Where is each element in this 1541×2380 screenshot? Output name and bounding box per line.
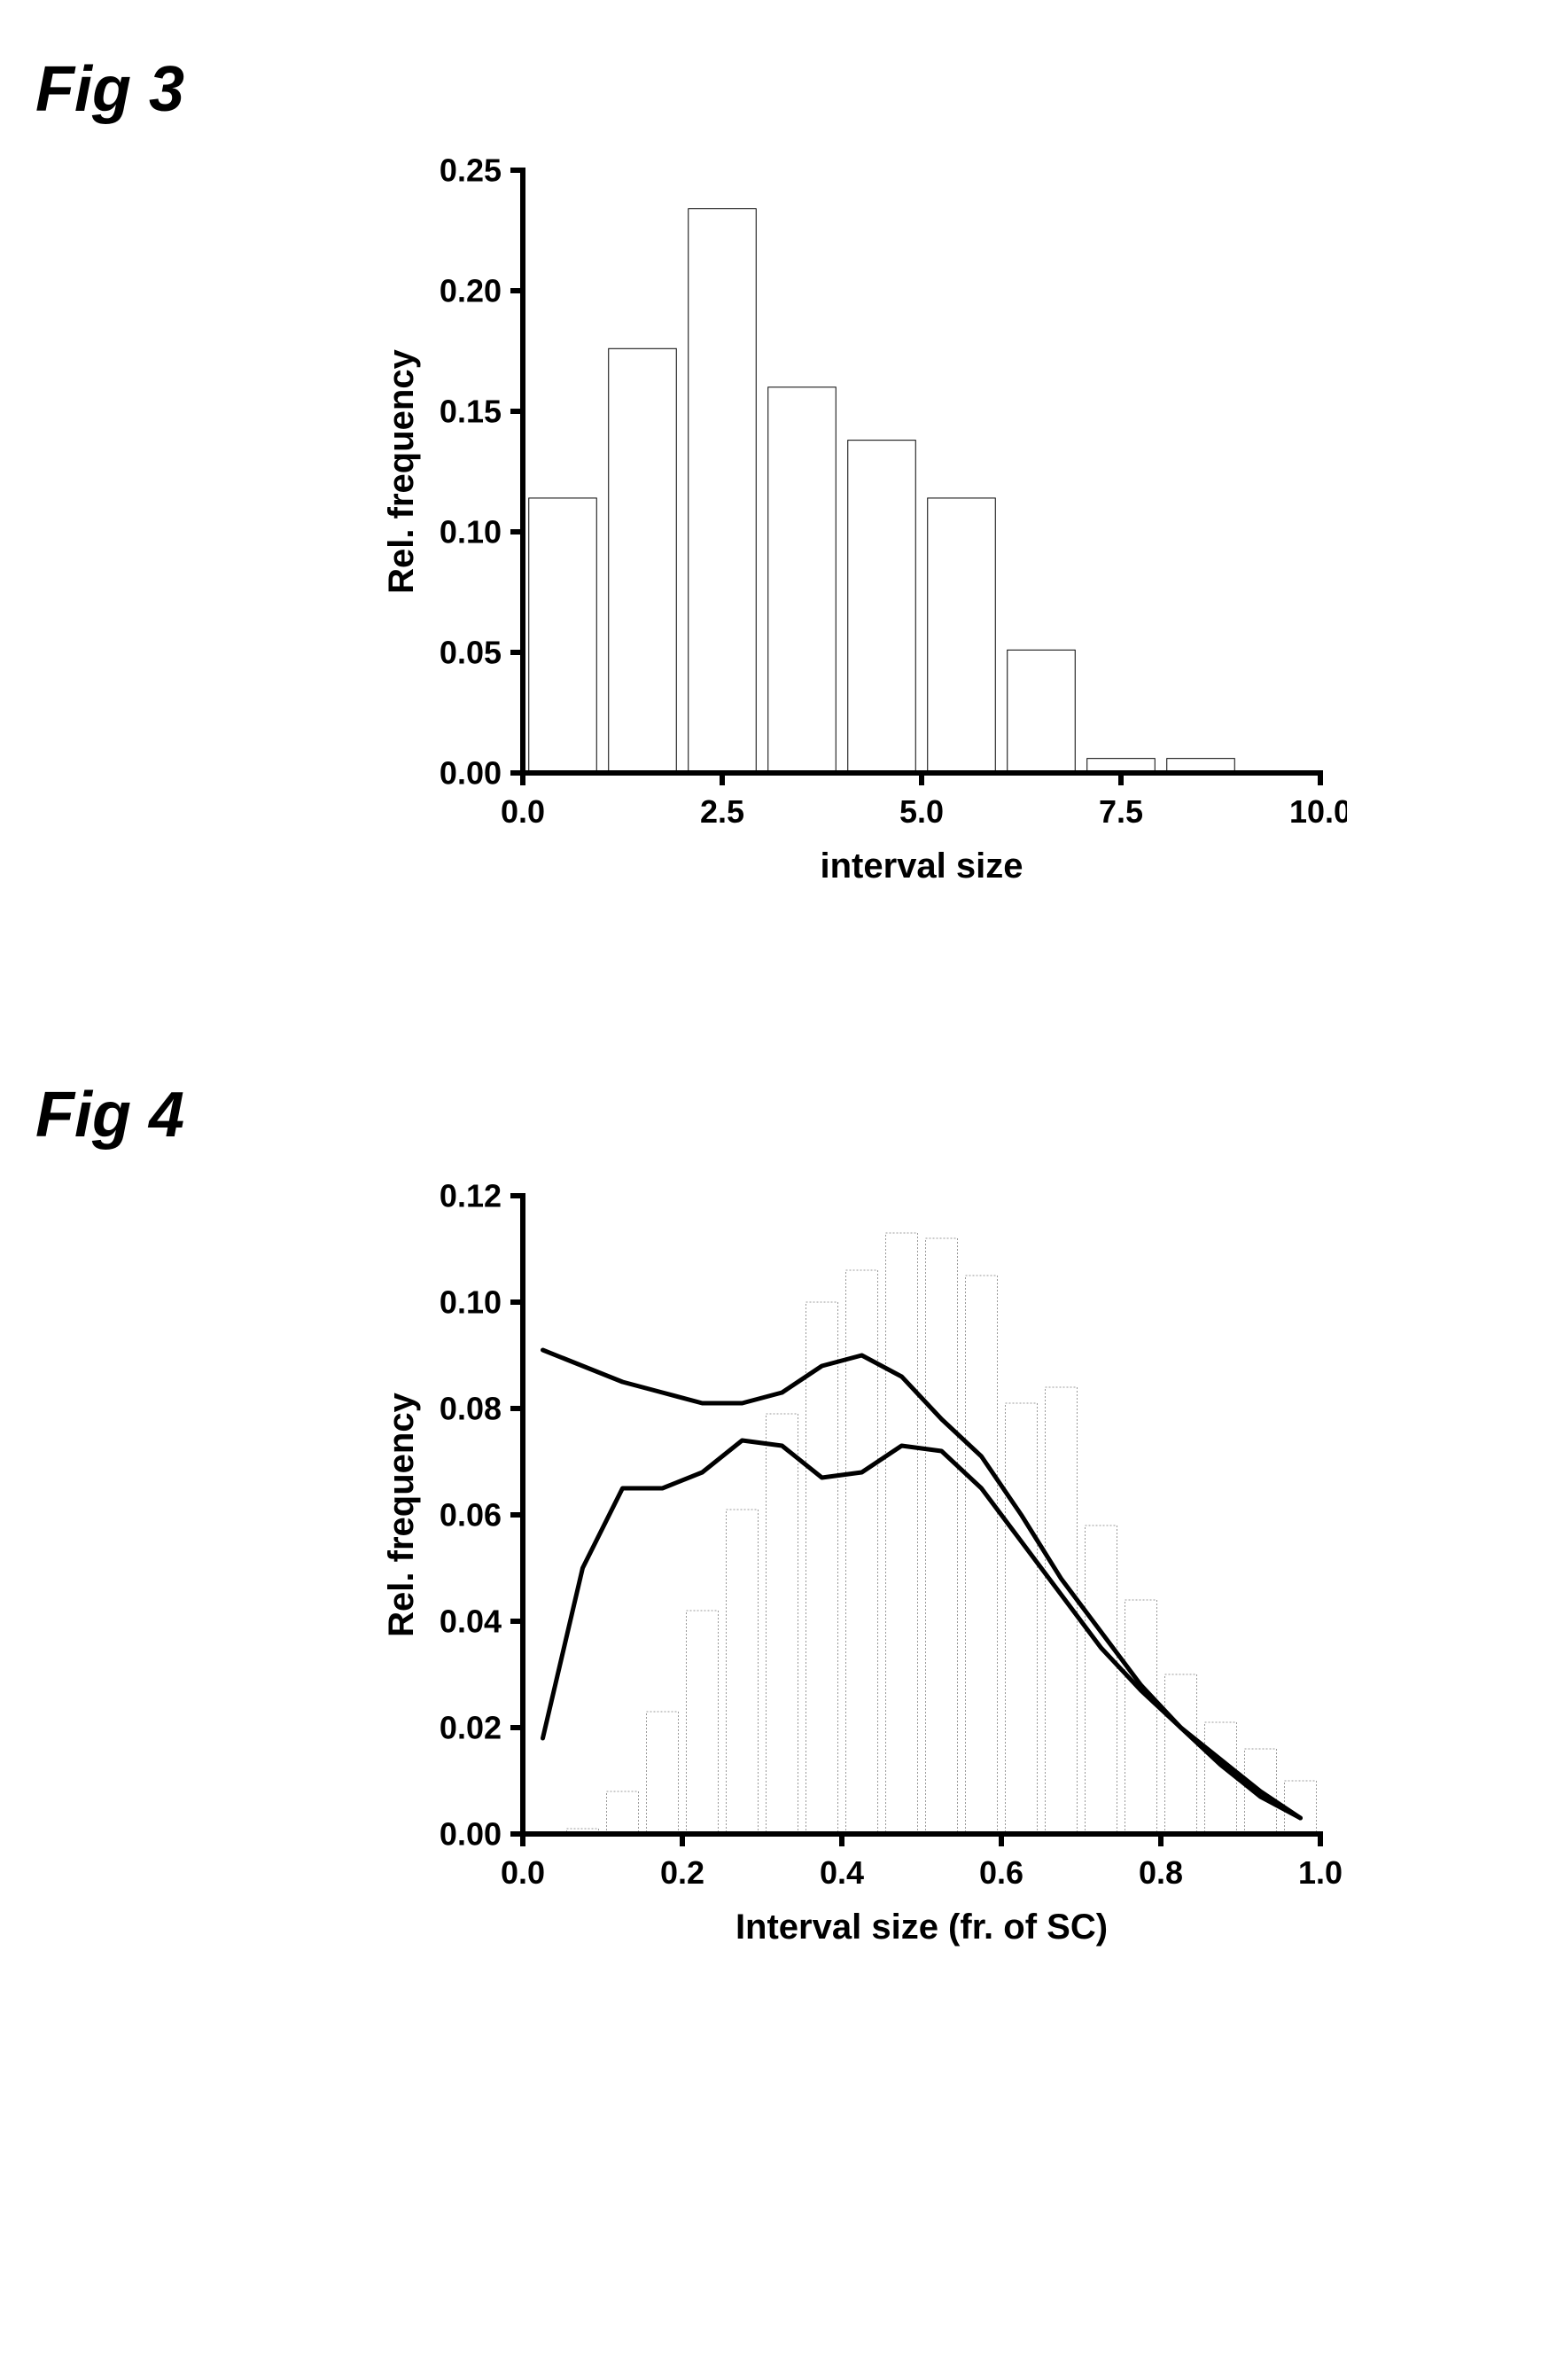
histogram-bar bbox=[926, 1238, 958, 1834]
histogram-bar bbox=[966, 1276, 998, 1834]
y-axis-label: Rel. frequency bbox=[382, 1392, 421, 1636]
y-axis-label: Rel. frequency bbox=[382, 348, 421, 593]
histogram-bar bbox=[1165, 1674, 1197, 1834]
histogram-bar bbox=[1008, 650, 1076, 773]
x-tick-label: 0.6 bbox=[979, 1854, 1023, 1891]
histogram-bar bbox=[848, 441, 916, 773]
y-tick-label: 0.00 bbox=[440, 755, 502, 792]
histogram-bar bbox=[806, 1302, 838, 1834]
fig3-svg: 0.0 2.5 5.0 7.5 10.0 0.00 0.05 0.10 0.15 0.20 0.25… bbox=[372, 152, 1347, 897]
fig4-chart: 0.0 0.2 0.4 0.6 0.8 1.0 0.00 0.02 0.04 0.06 0.08 0.… bbox=[372, 1178, 1506, 1963]
y-tick-label: 0.10 bbox=[440, 1284, 502, 1321]
x-tick-label: 1.0 bbox=[1298, 1854, 1343, 1891]
histogram-bar bbox=[928, 498, 996, 773]
histogram-bar bbox=[1205, 1722, 1237, 1834]
histogram-bar bbox=[727, 1510, 759, 1834]
x-tick-label: 2.5 bbox=[700, 793, 744, 830]
y-tick-label: 0.02 bbox=[440, 1710, 502, 1746]
x-axis-label: interval size bbox=[820, 847, 1023, 886]
histogram-bar bbox=[768, 387, 837, 773]
histogram-bar bbox=[1125, 1600, 1157, 1834]
histogram-bar bbox=[647, 1712, 679, 1834]
histogram-bar bbox=[687, 1611, 719, 1834]
fig4-label: Fig 4 bbox=[35, 1079, 1506, 1151]
histogram-bar bbox=[886, 1233, 918, 1834]
histogram-bar bbox=[529, 498, 597, 773]
y-tick-label: 0.10 bbox=[440, 514, 502, 550]
fig3-label: Fig 3 bbox=[35, 53, 1506, 126]
histogram-bar bbox=[607, 1791, 639, 1834]
x-tick-label: 0.0 bbox=[501, 1854, 545, 1891]
x-tick-label: 7.5 bbox=[1099, 793, 1143, 830]
x-axis-label: Interval size (fr. of SC) bbox=[735, 1908, 1108, 1947]
y-tick-label: 0.12 bbox=[440, 1178, 502, 1214]
histogram-bar bbox=[1006, 1403, 1038, 1834]
histogram-bar bbox=[609, 348, 677, 773]
x-tick-label: 0.2 bbox=[660, 1854, 704, 1891]
histogram-bar bbox=[689, 209, 757, 773]
y-tick-label: 0.04 bbox=[440, 1604, 502, 1640]
y-tick-label: 0.08 bbox=[440, 1391, 502, 1427]
fig4-svg: 0.0 0.2 0.4 0.6 0.8 1.0 0.00 0.02 0.04 0.06 0.08 0.… bbox=[372, 1178, 1347, 1958]
histogram-bar bbox=[1285, 1781, 1317, 1834]
x-tick-label: 0.8 bbox=[1139, 1854, 1183, 1891]
histogram-bar bbox=[1086, 1526, 1117, 1834]
y-tick-label: 0.05 bbox=[440, 635, 502, 671]
y-tick-label: 0.20 bbox=[440, 273, 502, 309]
figure-4: Fig 4 0.0 0.2 0.4 0.6 0.8 1.0 0.00 0.02 0.04 0.06… bbox=[35, 1079, 1506, 1963]
y-tick-label: 0.25 bbox=[440, 152, 502, 189]
x-tick-label: 0.0 bbox=[501, 793, 545, 830]
histogram-bar bbox=[767, 1414, 798, 1834]
figure-3: Fig 3 0.02.55.07.510.00.000.050.100.150.… bbox=[35, 53, 1506, 901]
y-tick-label: 0.06 bbox=[440, 1497, 502, 1533]
y-tick-label: 0.00 bbox=[440, 1816, 502, 1853]
y-tick-label: 0.15 bbox=[440, 394, 502, 430]
x-tick-label: 5.0 bbox=[899, 793, 944, 830]
fig3-chart: 0.0 2.5 5.0 7.5 10.0 0.00 0.05 0.10 0.15 0.20 0.25… bbox=[372, 152, 1506, 901]
x-tick-label: 0.4 bbox=[820, 1854, 864, 1891]
x-tick-label: 10.0 bbox=[1289, 793, 1347, 830]
